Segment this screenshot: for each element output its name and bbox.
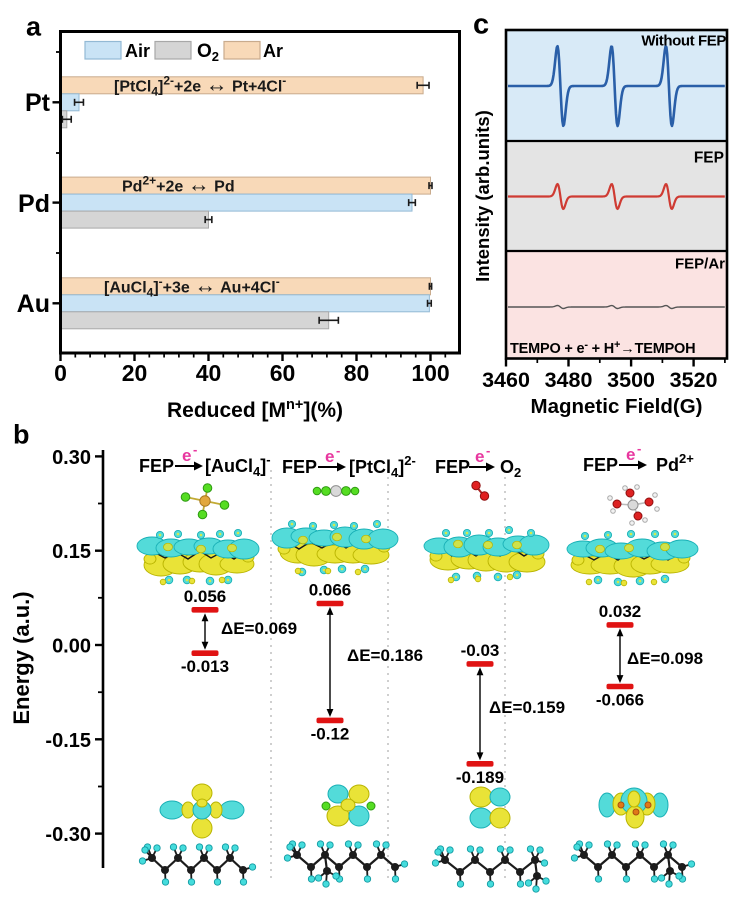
svg-text:-0.15: -0.15 [45, 730, 91, 752]
svg-text:ΔE=0.098: ΔE=0.098 [627, 649, 703, 668]
svg-text:60: 60 [270, 360, 296, 386]
svg-text:ΔE=0.186: ΔE=0.186 [347, 646, 423, 665]
svg-text:0: 0 [54, 360, 67, 386]
svg-text:0.30: 0.30 [52, 447, 91, 469]
svg-text:3520: 3520 [670, 368, 718, 392]
svg-text:Air: Air [125, 41, 150, 61]
svg-text:80: 80 [344, 360, 370, 386]
svg-text:FEP: FEP [435, 457, 470, 477]
svg-text:0.066: 0.066 [309, 581, 352, 600]
svg-text:e: e [325, 447, 334, 466]
svg-text:3480: 3480 [545, 368, 593, 392]
svg-text:Pt: Pt [25, 89, 51, 117]
svg-text:Energy (a.u.): Energy (a.u.) [9, 591, 34, 724]
svg-text:ΔE=0.069: ΔE=0.069 [221, 619, 297, 638]
svg-text:Magnetic Field(G): Magnetic Field(G) [531, 395, 703, 418]
svg-text:FEP/Ar: FEP/Ar [675, 256, 725, 273]
svg-text:e: e [182, 446, 191, 465]
svg-text:Ar: Ar [263, 41, 283, 61]
svg-text:Reduced [Mn+](%): Reduced [Mn+](%) [167, 397, 343, 422]
svg-text:-: - [336, 443, 340, 458]
svg-text:e: e [626, 445, 635, 464]
svg-text:0.00: 0.00 [52, 636, 91, 658]
svg-text:Intensity (arb.units): Intensity (arb.units) [472, 110, 493, 282]
svg-text:-0.066: -0.066 [596, 691, 644, 710]
svg-text:0.15: 0.15 [52, 541, 91, 563]
svg-text:100: 100 [411, 360, 449, 386]
svg-text:20: 20 [122, 360, 148, 386]
svg-text:a: a [26, 12, 42, 42]
svg-text:40: 40 [196, 360, 222, 386]
svg-text:-0.12: -0.12 [311, 724, 350, 743]
svg-text:TEMPO + e- + H+→TEMPOH: TEMPO + e- + H+→TEMPOH [510, 339, 695, 357]
svg-text:Without FEP: Without FEP [641, 33, 726, 50]
svg-text:0.032: 0.032 [599, 602, 642, 621]
svg-text:Au: Au [17, 290, 50, 318]
svg-text:-: - [486, 443, 490, 458]
svg-text:e: e [475, 447, 484, 466]
svg-text:-: - [193, 442, 197, 457]
svg-text:c: c [473, 9, 489, 41]
svg-text:[AuCl4]-: [AuCl4]- [205, 452, 271, 479]
svg-text:-0.30: -0.30 [45, 824, 91, 846]
svg-text:-0.189: -0.189 [456, 768, 504, 787]
svg-text:3460: 3460 [482, 368, 530, 392]
svg-text:-0.03: -0.03 [461, 641, 500, 660]
svg-text:Pd: Pd [18, 190, 50, 218]
svg-text:FEP: FEP [694, 150, 724, 167]
svg-text:FEP: FEP [282, 457, 317, 477]
svg-text:FEP: FEP [139, 456, 174, 476]
svg-text:ΔE=0.159: ΔE=0.159 [489, 698, 565, 717]
svg-text:0.056: 0.056 [184, 587, 227, 606]
svg-text:FEP: FEP [583, 455, 618, 475]
svg-text:b: b [13, 420, 30, 450]
svg-text:-: - [637, 441, 641, 456]
svg-text:[PtCl4]2-: [PtCl4]2- [349, 453, 416, 480]
svg-text:-0.013: -0.013 [181, 657, 229, 676]
svg-text:3500: 3500 [607, 368, 655, 392]
